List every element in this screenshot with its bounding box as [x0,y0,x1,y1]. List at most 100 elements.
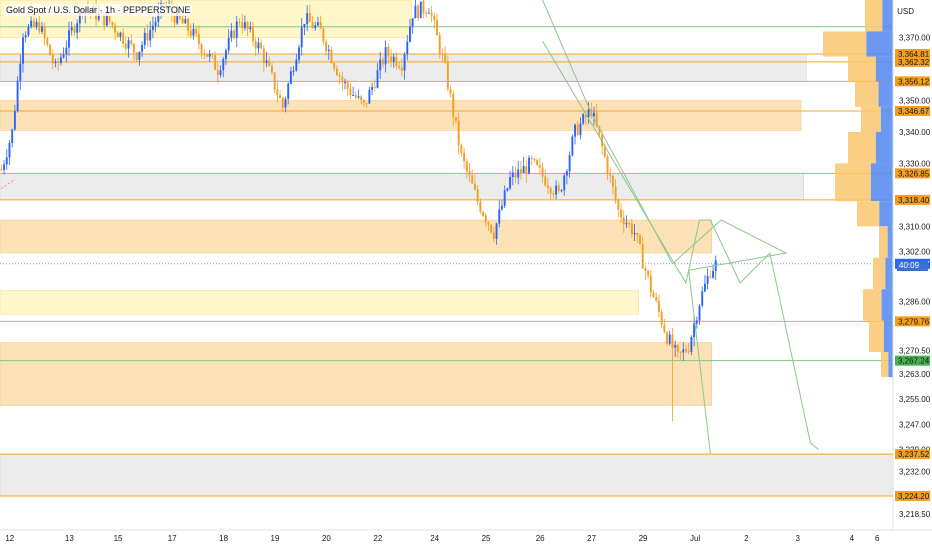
candle-body [576,124,579,136]
candle-body [463,153,466,162]
volume-profile-sell [835,163,871,202]
candle-body [344,82,346,84]
candle-body [289,71,292,84]
candle-body [379,59,382,71]
price-label-text: 3,279.76 [898,317,930,326]
candle-body [695,320,698,324]
candle-body [674,345,677,348]
x-tick-label: 25 [482,534,491,543]
candle-body [176,11,179,24]
candle-body [430,12,433,16]
candle-body [479,201,482,212]
candle-body [687,351,690,353]
candle-body [141,44,144,52]
candle-body [5,157,8,165]
candle-body [143,32,146,45]
candle-body [19,63,22,81]
candle-body [492,232,495,239]
candle-body [628,223,631,225]
volume-profile-buy [885,257,893,290]
candle-body [65,47,68,55]
candle-body [498,209,501,224]
volume-profile-sell [881,352,889,378]
x-tick-label: Jul [690,534,700,543]
candle-body [622,217,625,225]
candle-body [200,44,203,54]
candle-body [260,42,263,49]
volume-profile-sell [823,31,867,57]
candle-body [400,67,403,71]
candle-body [460,145,463,154]
candle-body [425,12,428,14]
candle-body [444,54,447,62]
candle-body [536,159,539,166]
candle-body [192,28,195,36]
volume-profile-sell [848,132,876,164]
candle-body [317,22,319,26]
candle-body [668,334,671,344]
candle-body [482,211,484,216]
y-tick-label: 3,302.00 [899,247,931,256]
candle-body [595,112,598,127]
candle-body [284,98,287,108]
candle-body [300,27,303,48]
candle-body [214,55,217,70]
candle-body [108,15,111,23]
price-label-text: 3,346.67 [898,107,930,116]
candle-body [249,27,252,30]
candle-body [62,54,65,58]
candle-body [43,26,46,39]
price-label-text: 3,224.20 [898,492,930,501]
candle-body [57,61,60,63]
candle-body [598,126,601,135]
candle-body [292,70,295,72]
candle-body [406,41,409,55]
candle-body [208,54,211,57]
candle-body [701,291,704,306]
candle-body [411,18,414,27]
volume-profile-buy [887,226,893,258]
candle-body [246,22,249,30]
zone-grey [0,173,805,201]
y-tick-label: 3,330.00 [899,159,931,168]
volume-profile-buy [882,0,893,32]
x-tick-label: 26 [536,534,545,543]
candle-body [409,26,411,42]
candle-body [114,25,116,33]
zone-orange [0,219,712,254]
candle-body [455,117,457,121]
y-tick-label: 3,286.00 [899,298,931,307]
y-tick-label: 3,232.00 [899,467,931,476]
candle-body [457,120,460,146]
candle-body [473,183,476,190]
candle-body [133,43,135,53]
x-tick-label: 4 [850,534,855,543]
candle-body [30,20,33,27]
candle-body [655,297,658,301]
candle-body [517,169,520,178]
candle-body [335,68,338,76]
volume-profile-buy [878,81,893,107]
candle-body [330,49,333,64]
candle-body [381,59,384,65]
candle-body [16,80,19,112]
candle-body [501,205,503,210]
candle-body [157,11,160,22]
price-label-box [895,194,930,205]
candle-body [76,23,79,33]
candle-body [620,209,622,218]
candle-body [349,88,352,95]
candle-body [544,176,547,186]
candle-body [514,172,517,178]
candle-body [24,35,27,38]
candle-body [306,13,309,25]
x-tick-label: 2 [744,534,749,543]
candle-body [538,165,541,168]
x-tick-label: 6 [875,534,880,543]
candle-body [712,270,714,278]
candle-body [235,21,238,38]
candle-body [625,223,628,225]
x-tick-label: 27 [587,534,596,543]
candle-body [438,35,441,55]
